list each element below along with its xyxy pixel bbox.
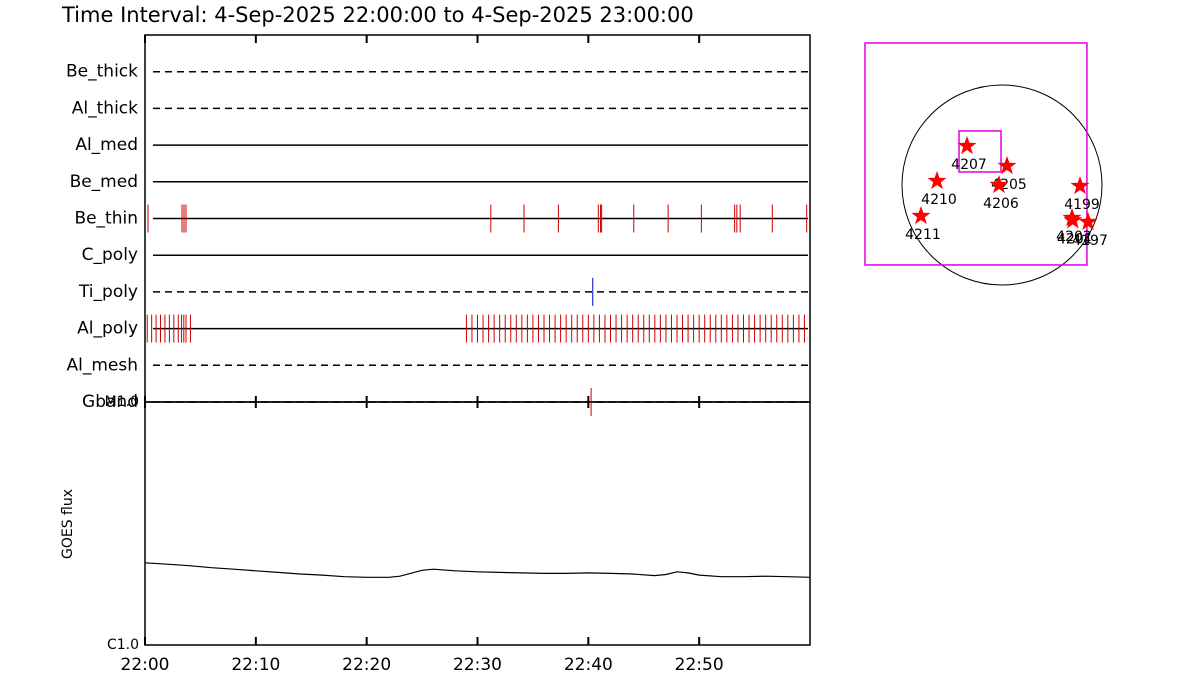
filter-label: Al_poly [77,319,138,339]
solar-disk [901,84,1103,286]
x-tick-label: 22:30 [453,655,502,675]
filter-label: Be_thick [66,62,138,82]
region-star [1078,212,1098,231]
filter-label: Be_thin [74,209,138,229]
region-star [1070,176,1090,195]
region-label: 4207 [951,157,987,173]
y-axis-label: GOES flux [60,489,76,559]
region-label: 4211 [905,227,941,243]
fov-box [864,42,1088,266]
filter-label: Al_mesh [66,355,138,375]
region-star [911,206,931,225]
region-label: 4206 [983,196,1019,212]
region-label: 4197 [1072,233,1108,249]
filter-label: C_poly [82,245,138,265]
region-star [1063,210,1083,229]
goes-curve [144,562,811,578]
region-star [997,156,1017,175]
region-label: 4210 [921,192,957,208]
y-tick-label: M1.0 [105,394,139,410]
filter-label: Al_med [75,135,138,155]
region-star [989,175,1009,194]
filter-label: Ti_poly [78,282,138,302]
x-tick-label: 22:40 [564,655,613,675]
x-tick-label: 22:50 [675,655,724,675]
region-star [927,171,947,190]
filter-label: Be_med [70,172,138,192]
chart-title: Time Interval: 4-Sep-2025 22:00:00 to 4-… [61,3,694,27]
filter-label: Al_thick [72,98,138,118]
x-tick-label: 22:10 [231,655,280,675]
region-star [957,136,977,155]
filter-label: Gband [82,392,138,412]
region-label: 4202 [1056,229,1092,245]
region-label: 4201 [1057,231,1093,247]
y-tick-label: C1.0 [107,637,139,653]
fov-box [958,130,1002,173]
x-tick-label: 22:00 [121,655,170,675]
goes-panel [144,401,811,646]
region-label: 4199 [1064,197,1100,213]
x-tick-label: 22:20 [342,655,391,675]
